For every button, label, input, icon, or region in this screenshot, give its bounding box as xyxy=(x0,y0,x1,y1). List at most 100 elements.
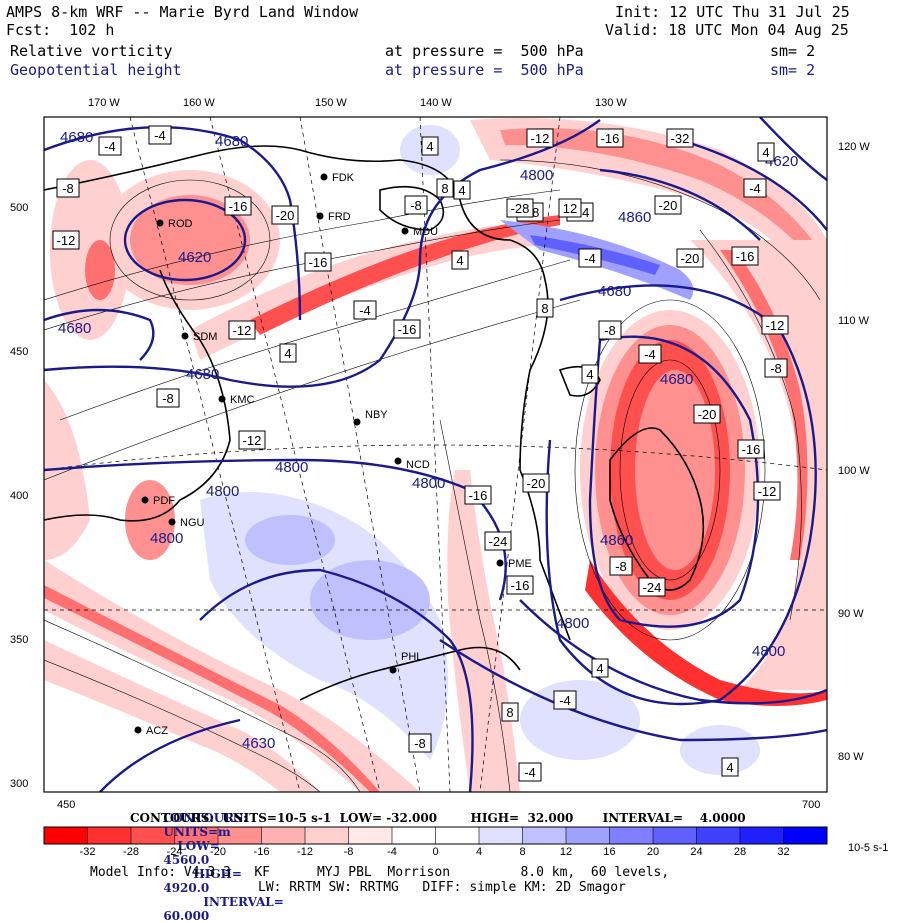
vorticity-value: 8 xyxy=(506,705,513,720)
vorticity-value-box: -4 xyxy=(518,762,542,782)
vorticity-box-frame xyxy=(408,733,432,753)
vorticity-box-frame xyxy=(436,178,454,198)
colorbar-label: 8 xyxy=(519,846,526,858)
map-field: FDK FRD MDU ROD SDM KMC NBY NCD PDF NGU … xyxy=(44,117,827,792)
vorticity-value: -12 xyxy=(758,484,777,499)
vorticity-value-box: -12 xyxy=(52,230,80,250)
vorticity-box-frame xyxy=(591,658,609,678)
vorticity-box-frame xyxy=(731,246,759,266)
vorticity-box-frame xyxy=(609,556,633,576)
vorticity-value-box: -16 xyxy=(304,252,332,272)
vorticity-box-frame xyxy=(506,575,534,595)
vorticity-value-box: 8 xyxy=(501,702,519,722)
vorticity-value-box: -4 xyxy=(98,136,122,156)
vorticity-box-frame xyxy=(761,315,789,335)
model-physics: LW: RRTM SW: RRTMG DIFF: simple KM: 2D S… xyxy=(258,880,626,895)
vorticity-value: 4 xyxy=(596,661,603,676)
lon-label: 100 W xyxy=(838,465,870,477)
vorticity-value-box: -4 xyxy=(578,248,602,268)
colorbar-label: -32 xyxy=(79,846,96,858)
vorticity-value-box: -20 xyxy=(271,205,299,225)
station-label: MDU xyxy=(413,226,438,238)
height-contour-title: CONTOURS: xyxy=(163,811,248,825)
vorticity-box-frame xyxy=(693,404,721,424)
station-label: NGU xyxy=(180,517,205,529)
vorticity-value: 4 xyxy=(426,139,433,154)
colorbar-label: 12 xyxy=(559,846,573,858)
vorticity-value-box: -4 xyxy=(148,125,172,145)
vorticity-box-frame xyxy=(666,128,694,148)
vorticity-box-frame xyxy=(421,136,439,156)
height-contour-interval-label: INTERVAL= xyxy=(203,895,284,909)
station-label: PHL xyxy=(401,651,422,663)
x-tick: 700 xyxy=(802,799,820,811)
station-label: FDK xyxy=(332,172,355,184)
vorticity-box-frame xyxy=(451,250,469,270)
vorticity-box-frame xyxy=(353,300,377,320)
vorticity-value-box: -16 xyxy=(737,439,765,459)
vorticity-value-box: -4 xyxy=(353,300,377,320)
colorbar-swatch xyxy=(566,827,610,844)
vorticity-value-box: -12 xyxy=(228,320,256,340)
vorticity-value-box: -16 xyxy=(464,485,492,505)
vorticity-value-box: 4 xyxy=(421,136,439,156)
colorbar-swatch xyxy=(522,827,567,844)
field1-smooth: sm= 2 xyxy=(770,42,816,60)
vorticity-value-box: -8 xyxy=(404,195,428,215)
vorticity-value: 8 xyxy=(541,301,548,316)
colorbar-label: -16 xyxy=(253,846,270,858)
lon-label: 90 W xyxy=(838,608,864,620)
vorticity-value: -12 xyxy=(243,433,262,448)
height-contour-low: 4560.0 xyxy=(163,853,210,867)
height-contour-high-label: HIGH= xyxy=(193,867,242,881)
station-label: PDF xyxy=(153,495,175,507)
vorticity-box-frame xyxy=(506,198,534,218)
vorticity-value: -4 xyxy=(749,181,761,196)
height-label: 4800 xyxy=(520,167,553,184)
colorbar-swatch xyxy=(44,827,88,844)
vorticity-value: -4 xyxy=(584,251,596,266)
y-tick: 450 xyxy=(10,346,28,358)
colorbar-label: 4 xyxy=(475,846,483,858)
vorticity-box-frame xyxy=(721,757,739,777)
height-label: 4800 xyxy=(150,530,183,547)
colorbar-swatch xyxy=(261,827,306,844)
y-tick: 400 xyxy=(10,490,28,502)
vorticity-box-frame xyxy=(238,430,266,450)
lon-label: 160 W xyxy=(183,97,215,109)
station-labels: FDK FRD MDU ROD SDM KMC NBY NCD PDF NGU … xyxy=(146,172,532,737)
vorticity-value: 4 xyxy=(284,346,291,361)
field2-level: at pressure = 500 hPa xyxy=(385,61,584,79)
y-tick: 500 xyxy=(10,202,28,214)
height-contour-low-label: LOW= xyxy=(177,839,220,853)
vorticity-box-frame xyxy=(484,531,512,551)
vorticity-box-frame xyxy=(598,320,622,340)
vorticity-value: 4 xyxy=(456,253,463,268)
colorbar-label: 0 xyxy=(432,846,439,858)
vorticity-value: -20 xyxy=(527,476,546,491)
height-contour-high: 4920.0 xyxy=(163,881,210,895)
vorticity-value: -24 xyxy=(643,580,662,595)
height-label: 4680 xyxy=(660,371,693,388)
field1-level: at pressure = 500 hPa xyxy=(385,42,584,60)
colorbar-swatch xyxy=(87,827,132,844)
y-tick: 300 xyxy=(10,778,28,790)
init-time: Init: 12 UTC Thu 31 Jul 25 xyxy=(615,3,850,21)
vorticity-value-box: -20 xyxy=(693,404,721,424)
lon-label: 130 W xyxy=(595,97,627,109)
colorbar-swatch xyxy=(131,827,175,844)
colorbar-label: -8 xyxy=(343,846,354,858)
vorticity-box-frame xyxy=(638,577,666,597)
vorticity-value: -8 xyxy=(604,323,616,338)
forecast-hour: Fcst: 102 h xyxy=(6,21,115,39)
height-contour-units: UNITS=m xyxy=(163,825,231,839)
colorbar-label: 20 xyxy=(646,846,660,858)
vorticity-value-box: 4 xyxy=(591,658,609,678)
vorticity-value: -16 xyxy=(601,131,620,146)
colorbar-swatch xyxy=(653,827,697,844)
colorbar-label: -24 xyxy=(166,846,183,858)
colorbar-label: 16 xyxy=(603,846,616,858)
lon-label: 170 W xyxy=(88,97,120,109)
vorticity-value-box: -12 xyxy=(761,315,789,335)
vorticity-box-frame xyxy=(56,178,80,198)
